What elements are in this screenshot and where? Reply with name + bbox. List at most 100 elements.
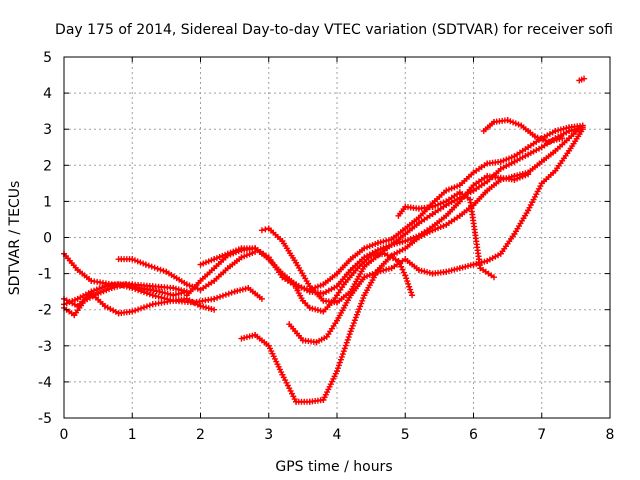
data-point — [339, 351, 346, 358]
data-point — [234, 287, 241, 294]
data-point — [338, 353, 345, 360]
data-point — [159, 289, 166, 296]
data-point — [172, 285, 179, 292]
data-point — [383, 237, 390, 244]
data-point — [138, 288, 145, 295]
data-point — [366, 243, 373, 250]
data-point — [340, 348, 347, 355]
data-point — [445, 186, 452, 193]
y-tick-label: 1 — [43, 194, 52, 210]
data-point — [129, 308, 136, 315]
data-point — [115, 281, 122, 288]
data-point — [402, 238, 409, 245]
data-point — [380, 238, 387, 245]
data-point — [202, 259, 209, 266]
data-point — [510, 119, 517, 126]
data-point — [505, 155, 512, 162]
data-point — [465, 263, 472, 270]
data-point — [241, 253, 248, 260]
data-point — [93, 286, 100, 293]
y-tick-label: -5 — [38, 411, 52, 427]
data-point — [158, 294, 165, 301]
data-point — [537, 135, 544, 142]
x-tick-label: 1 — [128, 427, 137, 443]
data-point — [358, 300, 365, 307]
data-point — [473, 260, 480, 267]
data-point — [222, 251, 229, 258]
data-point — [143, 303, 150, 310]
data-point — [334, 368, 340, 375]
data-point — [205, 258, 212, 265]
data-point — [228, 289, 235, 296]
data-point — [237, 287, 244, 294]
data-point — [103, 287, 110, 294]
data-point — [205, 305, 212, 312]
data-point — [462, 263, 469, 270]
data-point — [448, 267, 455, 274]
data-point — [437, 200, 444, 207]
data-point — [408, 289, 415, 296]
data-point — [118, 282, 125, 289]
data-point — [186, 282, 193, 289]
data-point — [516, 171, 523, 178]
data-point — [377, 268, 384, 275]
data-point — [197, 303, 204, 310]
data-point — [170, 285, 177, 292]
data-point — [432, 226, 439, 233]
data-point — [364, 244, 371, 251]
y-tick-label: 0 — [43, 231, 52, 247]
data-point — [364, 273, 371, 280]
data-point — [372, 240, 379, 247]
data-point — [162, 290, 169, 297]
data-point — [415, 266, 422, 273]
x-axis-label: GPS time / hours — [275, 459, 392, 475]
series-trace — [288, 128, 584, 344]
data-point — [129, 256, 136, 263]
y-tick-label: 4 — [43, 86, 52, 102]
data-point — [238, 335, 245, 342]
data-point — [356, 306, 363, 313]
data-point — [164, 296, 171, 303]
data-point — [152, 293, 159, 300]
data-point — [262, 226, 269, 233]
data-point — [137, 259, 144, 266]
data-point — [154, 265, 161, 272]
data-point — [470, 261, 477, 268]
data-point — [208, 257, 215, 264]
data-point — [548, 138, 555, 145]
data-point — [143, 290, 150, 297]
data-point — [385, 237, 392, 244]
data-point — [396, 239, 403, 246]
series-pass-11 — [286, 126, 586, 346]
data-point — [407, 286, 414, 293]
data-point — [91, 287, 98, 294]
data-point — [135, 306, 142, 313]
data-point — [531, 133, 538, 140]
data-point — [167, 296, 174, 303]
data-point — [235, 246, 242, 253]
data-point — [383, 266, 390, 273]
data-point — [350, 320, 357, 327]
data-point — [95, 290, 102, 297]
data-point — [219, 252, 226, 259]
data-point — [579, 126, 586, 133]
series-pass-13 — [480, 117, 566, 145]
data-point — [508, 154, 515, 161]
data-point — [151, 264, 158, 271]
x-tick-label: 2 — [196, 427, 205, 443]
y-tick-label: 2 — [43, 158, 52, 174]
data-point — [312, 306, 319, 313]
data-point — [366, 272, 373, 279]
data-point — [566, 128, 573, 135]
data-point — [66, 299, 73, 306]
data-point — [353, 311, 360, 318]
y-tick-label: -4 — [38, 375, 52, 391]
data-point — [345, 334, 352, 341]
data-point — [149, 292, 156, 299]
data-point — [170, 292, 177, 299]
data-point — [451, 266, 458, 273]
data-point — [542, 137, 549, 144]
data-point — [214, 294, 221, 301]
data-point — [359, 297, 366, 304]
data-point — [448, 185, 455, 192]
